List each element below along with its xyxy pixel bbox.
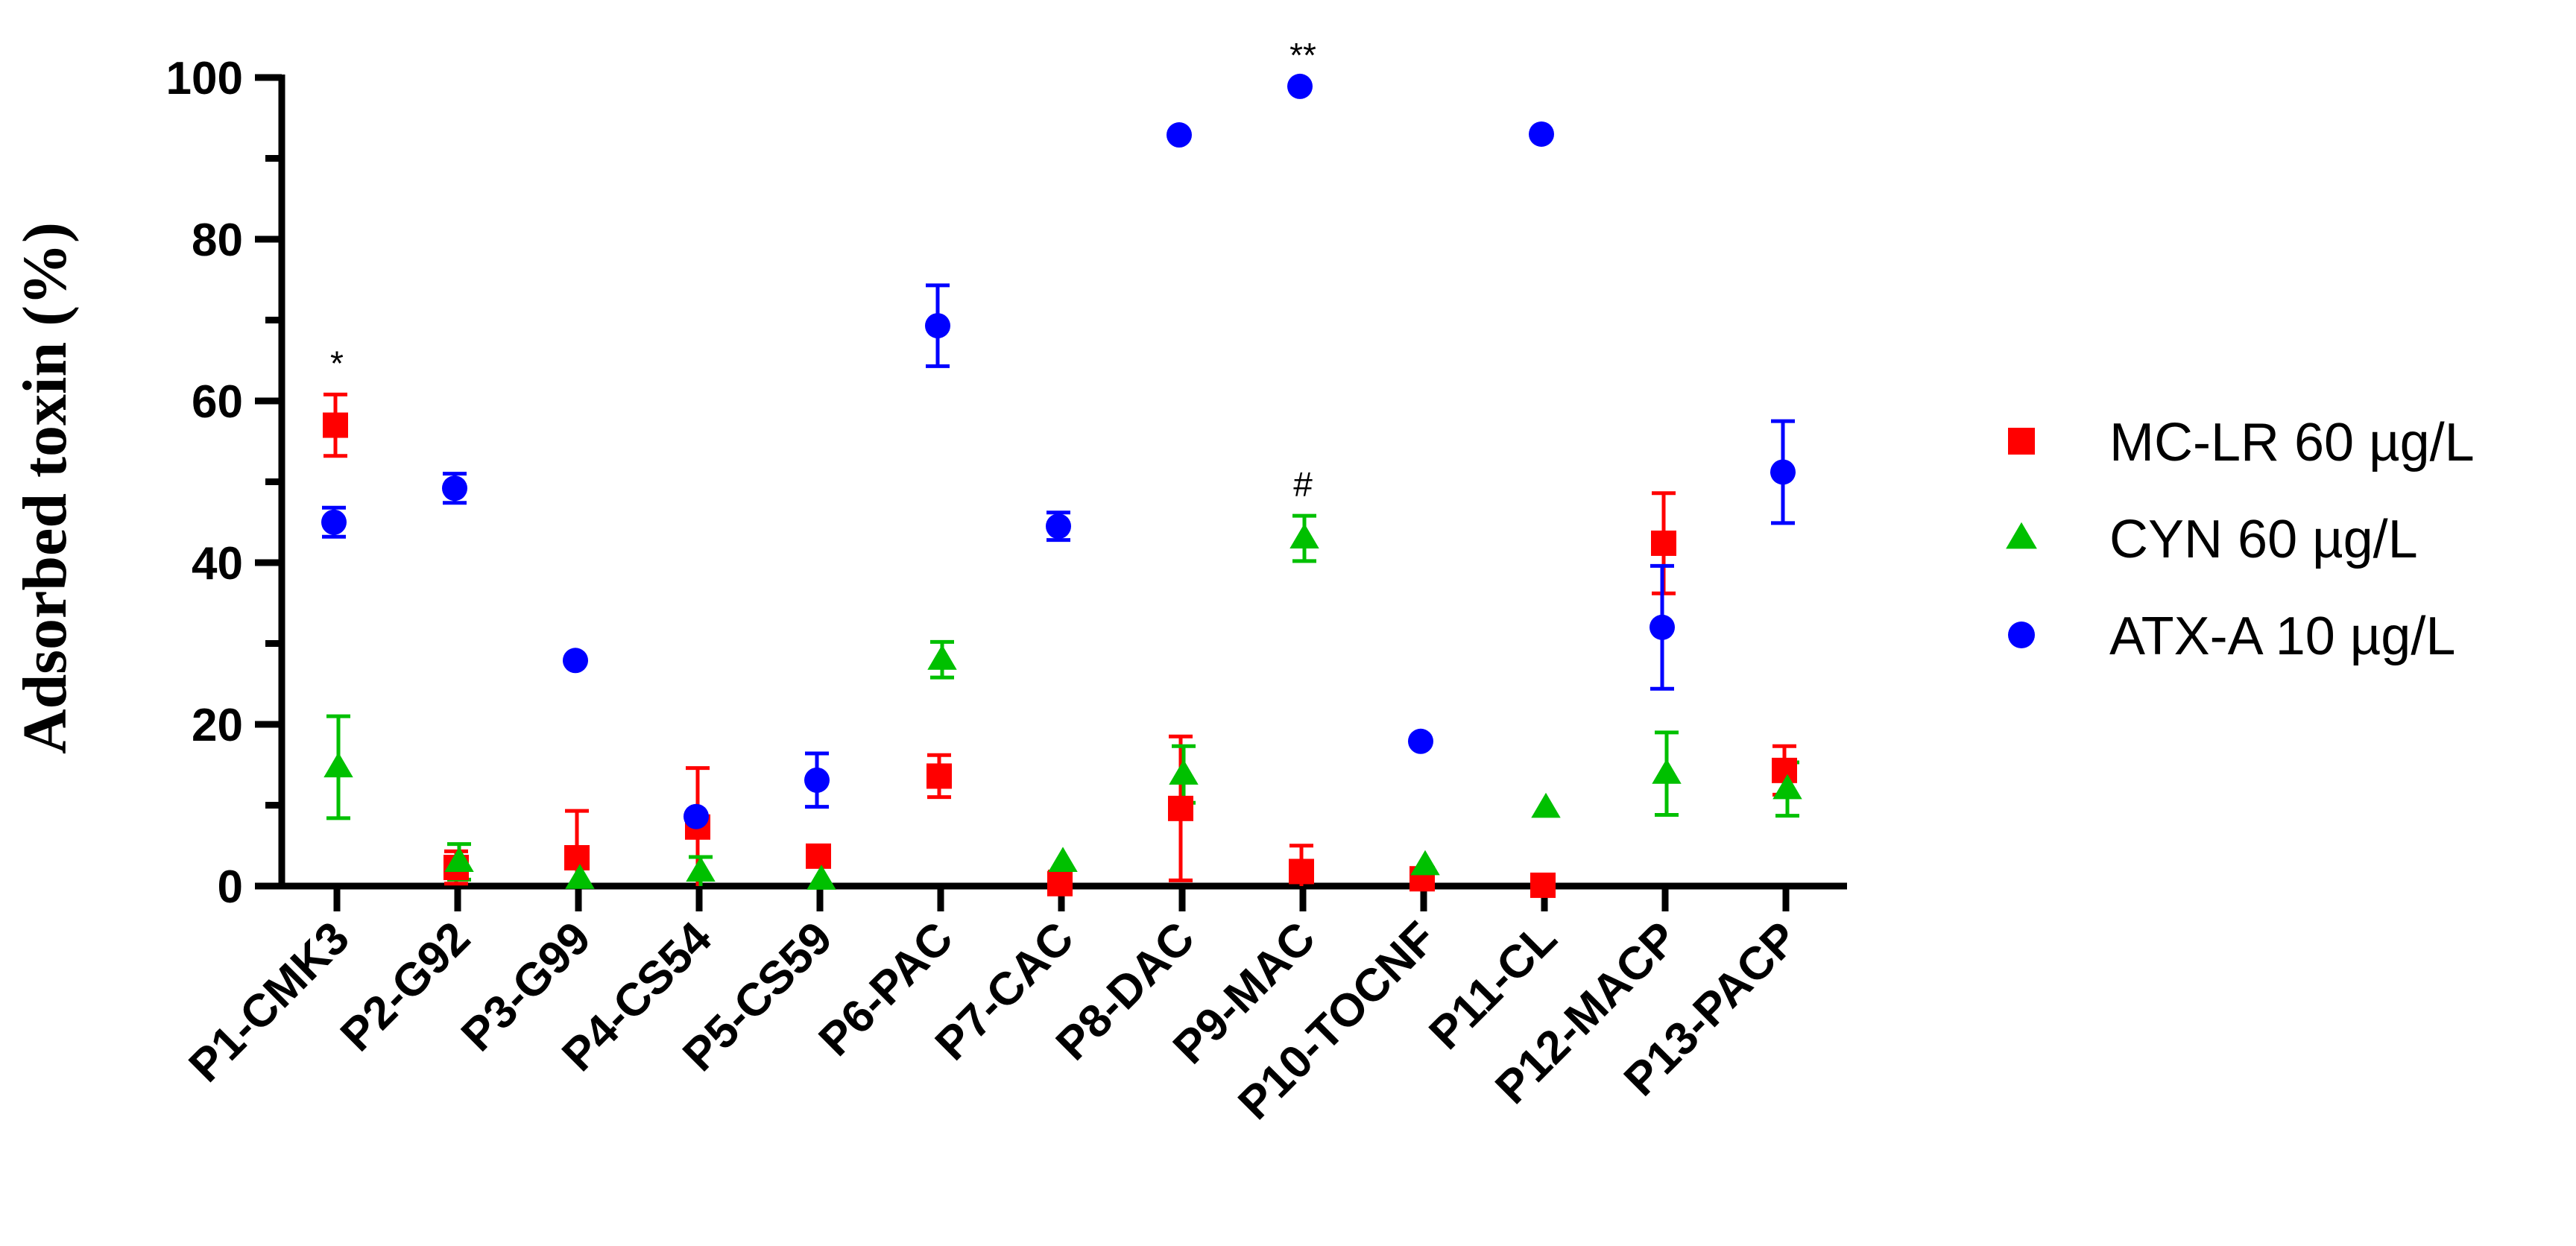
point-atx-a <box>1167 122 1192 148</box>
point-mc-lr <box>1168 795 1193 821</box>
point-atx-a <box>1529 121 1554 147</box>
point-mc-lr <box>806 843 831 869</box>
y-tick-label: 80 <box>192 215 243 266</box>
point-atx-a <box>321 509 347 535</box>
y-tick-label: 20 <box>192 700 243 751</box>
significance-mark: * <box>330 344 344 382</box>
point-cyn <box>1048 847 1078 873</box>
point-mc-lr <box>926 763 952 789</box>
point-mc-lr <box>1772 757 1797 783</box>
annotations: * # ** <box>330 36 1316 504</box>
point-atx-a <box>563 648 588 674</box>
point-atx-a <box>684 803 709 829</box>
point-atx-a <box>1408 728 1433 754</box>
point-cyn <box>1169 759 1199 785</box>
legend: MC-LR 60 µg/L CYN 60 µg/L ATX-A 10 µg/L <box>2006 413 2475 666</box>
legend-label: MC-LR 60 µg/L <box>2109 413 2475 472</box>
point-atx-a <box>1287 73 1313 99</box>
point-cyn <box>444 847 474 873</box>
point-mc-lr <box>1047 870 1073 896</box>
point-cyn <box>927 645 957 670</box>
point-mc-lr <box>1289 858 1314 885</box>
point-atx-a <box>804 767 830 793</box>
y-tick-label: 40 <box>192 538 243 589</box>
data-points <box>321 73 1802 898</box>
point-cyn <box>686 856 716 882</box>
legend-marker-cyn <box>2006 522 2037 549</box>
point-cyn <box>565 864 595 889</box>
axes: 020406080100P1-CMK3P2-G92P3-G99P4-CS54P5… <box>166 53 1847 1130</box>
significance-mark: # <box>1293 465 1313 504</box>
x-tick-label: P1-CMK3 <box>180 912 359 1092</box>
point-mc-lr <box>1530 872 1556 898</box>
point-atx-a <box>1046 513 1071 540</box>
y-tick-label: 0 <box>218 861 243 913</box>
point-cyn <box>1772 774 1802 800</box>
y-tick-label: 100 <box>166 53 243 104</box>
point-cyn <box>323 752 353 778</box>
point-cyn <box>1652 759 1682 784</box>
significance-mark: ** <box>1289 36 1316 75</box>
point-cyn <box>1410 850 1440 876</box>
legend-label: ATX-A 10 µg/L <box>2109 607 2455 666</box>
point-atx-a <box>1650 614 1675 640</box>
x-tick-label: P2-G92 <box>331 912 480 1061</box>
y-axis-title: Adsorbed toxin (%) <box>10 222 80 754</box>
point-atx-a <box>925 313 950 339</box>
point-cyn <box>806 864 836 890</box>
point-mc-lr <box>564 845 590 871</box>
error-bars <box>322 283 1799 888</box>
point-cyn <box>1531 792 1561 818</box>
point-mc-lr <box>1651 530 1676 556</box>
legend-marker-atx-a <box>2008 622 2035 648</box>
point-atx-a <box>442 475 467 502</box>
point-cyn <box>1289 523 1319 549</box>
legend-marker-mc-lr <box>2008 428 2035 455</box>
legend-label: CYN 60 µg/L <box>2109 510 2418 569</box>
point-atx-a <box>1770 459 1796 485</box>
y-tick-label: 60 <box>192 376 243 428</box>
point-mc-lr <box>323 412 348 438</box>
